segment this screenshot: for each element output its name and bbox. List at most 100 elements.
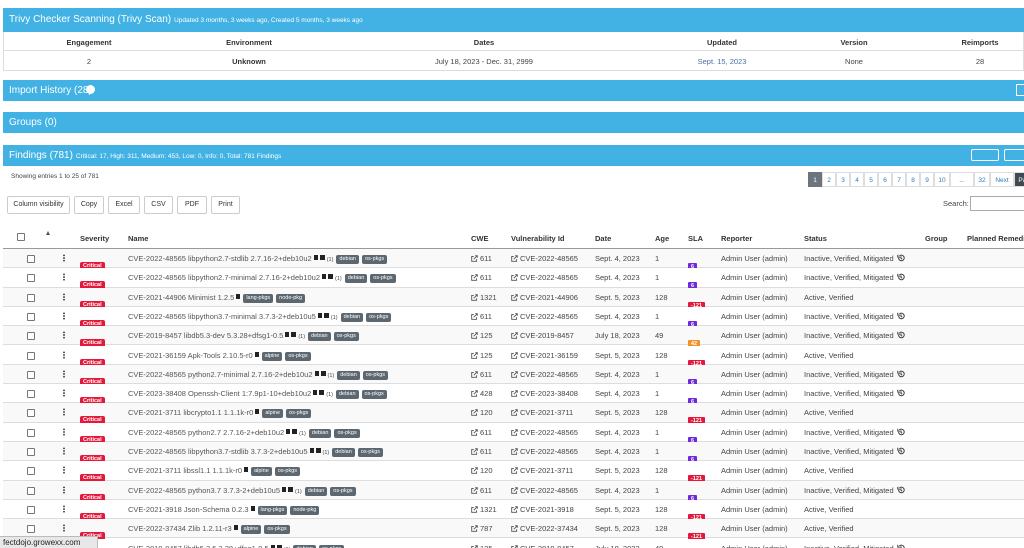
history-icon[interactable]	[896, 544, 905, 548]
row-menu[interactable]	[63, 447, 65, 455]
cwe-link[interactable]: 1321	[480, 292, 497, 302]
finding-name[interactable]: CVE-2022-48565 python3.7 3.7.3-2+deb10u5	[128, 485, 280, 495]
vuln-id-link[interactable]: CVE-2022-48565	[520, 254, 578, 263]
column-header[interactable]: Group	[925, 234, 948, 243]
page-button[interactable]: 7	[892, 172, 906, 187]
vuln-id-link[interactable]: CVE-2022-48565	[520, 447, 578, 456]
column-header[interactable]: CWE	[471, 234, 489, 243]
page-button[interactable]: ...	[950, 172, 974, 187]
cwe-link[interactable]: 1321	[480, 504, 497, 514]
help-icon[interactable]	[86, 85, 95, 94]
finding-name[interactable]: CVE-2019-8457 libdb5.3 5.3.28+dfsg1-0.5	[128, 543, 269, 548]
row-menu[interactable]	[63, 504, 65, 513]
cwe-link[interactable]: 611	[480, 369, 492, 379]
export-button[interactable]: Copy	[74, 196, 104, 214]
row-checkbox[interactable]	[27, 525, 35, 534]
finding-name[interactable]: CVE-2021-44906 Minimist 1.2.5	[128, 292, 235, 302]
vuln-id-link[interactable]: CVE-2019-8457	[520, 543, 574, 548]
export-button[interactable]: Column visibility	[7, 196, 70, 214]
row-checkbox[interactable]	[27, 486, 35, 495]
cwe-link[interactable]: 787	[480, 524, 493, 534]
page-button[interactable]: Page	[1014, 172, 1024, 187]
finding-name[interactable]: CVE-2021-3918 Json-Schema 0.2.3	[128, 504, 249, 514]
row-checkbox[interactable]	[27, 255, 35, 263]
row-menu[interactable]	[63, 273, 65, 282]
page-button[interactable]: 5	[864, 172, 878, 187]
row-menu[interactable]	[63, 485, 65, 494]
row-checkbox[interactable]	[27, 390, 35, 399]
row-checkbox[interactable]	[27, 428, 35, 437]
row-menu[interactable]	[63, 331, 65, 340]
row-checkbox[interactable]	[27, 448, 35, 456]
finding-name[interactable]: CVE-2022-48565 libpython2.7-minimal 2.7.…	[128, 273, 321, 283]
cwe-link[interactable]: 611	[480, 254, 492, 263]
groups-bar[interactable]: Groups (0)	[3, 112, 1024, 133]
export-button[interactable]: Print	[211, 196, 240, 214]
vuln-id-link[interactable]: CVE-2022-48565	[520, 427, 578, 437]
row-menu[interactable]	[63, 292, 65, 301]
vuln-id-link[interactable]: CVE-2021-3711	[520, 466, 574, 476]
export-button[interactable]: Excel	[108, 196, 140, 214]
export-button[interactable]: PDF	[177, 196, 207, 214]
history-icon[interactable]	[896, 331, 905, 339]
finding-name[interactable]: CVE-2021-3711 libcrypto1.1 1.1.1k-r0	[128, 408, 254, 418]
row-menu[interactable]	[63, 311, 65, 320]
vuln-id-link[interactable]: CVE-2021-3711	[520, 408, 574, 418]
finding-name[interactable]: CVE-2019-8457 libdb5.3-dev 5.3.28+dfsg1-…	[128, 331, 284, 341]
history-icon[interactable]	[896, 389, 905, 397]
cwe-link[interactable]: 120	[480, 466, 493, 476]
history-icon[interactable]	[896, 428, 905, 436]
cwe-link[interactable]: 428	[480, 389, 493, 399]
cwe-link[interactable]: 125	[480, 331, 493, 341]
page-button[interactable]: 32	[974, 172, 990, 187]
history-icon[interactable]	[896, 254, 905, 262]
row-checkbox[interactable]	[27, 332, 35, 341]
page-button[interactable]: 3	[836, 172, 850, 187]
row-menu[interactable]	[63, 254, 65, 262]
page-button[interactable]: 10	[934, 172, 950, 187]
import-history-bar[interactable]: Import History (28)	[3, 80, 1024, 101]
cwe-link[interactable]: 125	[480, 543, 493, 548]
column-header[interactable]: Name	[128, 234, 149, 243]
finding-name[interactable]: CVE-2022-48565 libpython3.7-stdlib 3.7.3…	[128, 447, 308, 456]
cwe-link[interactable]: 611	[480, 311, 492, 321]
search-input[interactable]	[970, 196, 1024, 211]
page-button[interactable]: 9	[920, 172, 934, 187]
vuln-id-link[interactable]: CVE-2022-48565	[520, 273, 578, 283]
vuln-id-link[interactable]: CVE-2022-37434	[520, 524, 578, 534]
history-icon[interactable]	[896, 273, 905, 281]
row-menu[interactable]	[63, 524, 65, 533]
page-button[interactable]: 8	[906, 172, 920, 187]
cwe-link[interactable]: 611	[480, 427, 492, 437]
row-menu[interactable]	[63, 350, 65, 359]
vuln-id-link[interactable]: CVE-2022-48565	[520, 369, 578, 379]
column-header[interactable]: Date	[595, 234, 612, 243]
vuln-id-link[interactable]: CVE-2022-48565	[520, 485, 578, 495]
finding-name[interactable]: CVE-2022-48565 python2.7-minimal 2.7.16-…	[128, 369, 313, 379]
column-header[interactable]: Severity	[80, 234, 110, 243]
column-header[interactable]: SLA	[688, 234, 703, 243]
filter-button[interactable]	[1004, 149, 1024, 161]
finding-name[interactable]: CVE-2022-48565 libpython2.7-stdlib 2.7.1…	[128, 254, 312, 263]
cwe-link[interactable]: 611	[480, 485, 492, 495]
row-checkbox[interactable]	[27, 467, 35, 476]
export-button[interactable]: CSV	[144, 196, 173, 214]
vuln-id-link[interactable]: CVE-2022-48565	[520, 311, 578, 321]
history-icon[interactable]	[896, 312, 905, 320]
row-menu[interactable]	[63, 427, 65, 436]
finding-name[interactable]: CVE-2023-38408 Openssh-Client 1:7.9p1-10…	[128, 389, 312, 399]
row-checkbox[interactable]	[27, 370, 35, 379]
vuln-id-link[interactable]: CVE-2021-3918	[520, 504, 574, 514]
row-menu[interactable]	[63, 389, 65, 398]
page-button[interactable]: 2	[822, 172, 836, 187]
history-icon[interactable]	[896, 370, 905, 378]
vuln-id-link[interactable]: CVE-2021-44906	[520, 292, 578, 302]
column-header[interactable]: Status	[804, 234, 827, 243]
finding-name[interactable]: CVE-2022-37434 Zlib 1.2.11-r3	[128, 524, 232, 534]
history-icon[interactable]	[896, 447, 905, 455]
row-checkbox[interactable]	[27, 293, 35, 302]
select-all-checkbox[interactable]	[17, 233, 25, 241]
cwe-link[interactable]: 611	[480, 273, 492, 283]
row-menu[interactable]	[63, 466, 65, 475]
column-header[interactable]: Reporter	[721, 234, 753, 243]
